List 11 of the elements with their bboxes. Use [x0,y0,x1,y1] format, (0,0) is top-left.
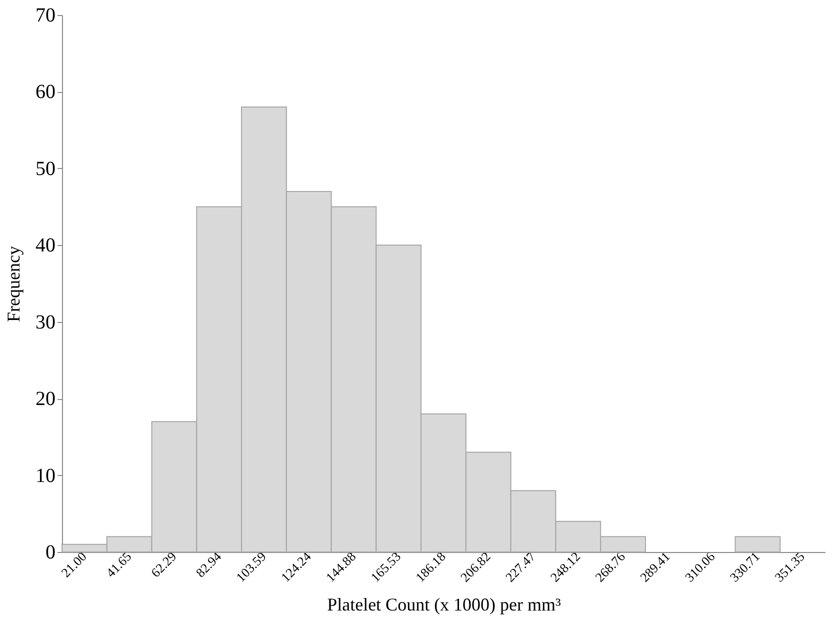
y-tick-label: 10 [36,464,56,487]
y-tick-label: 40 [36,234,56,257]
y-tick-label: 30 [36,311,56,334]
y-tick-label: 0 [46,542,56,564]
x-axis-title: Platelet Count (x 1000) per mm³ [327,594,562,615]
y-tick-label: 60 [36,81,56,104]
bar [734,536,781,552]
y-tick-label: 70 [36,4,56,26]
y-axis-title: Frequency [4,246,24,322]
y-tick-label: 20 [36,388,56,410]
y-tick-label: 50 [36,158,56,180]
